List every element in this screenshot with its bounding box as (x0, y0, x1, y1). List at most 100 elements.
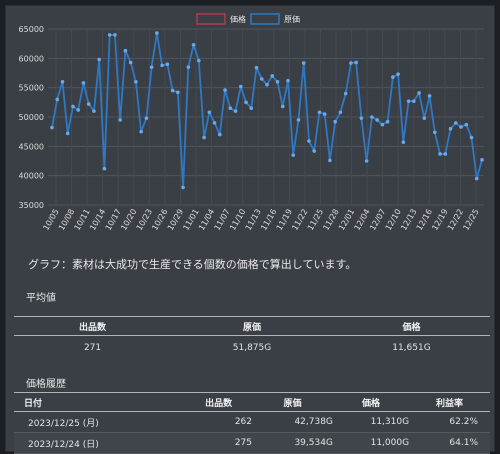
data-point (149, 65, 154, 69)
y-tick-label: 60000 (19, 54, 44, 63)
data-point (254, 65, 259, 70)
data-point (480, 158, 484, 162)
data-point (233, 109, 238, 113)
data-point (427, 94, 432, 98)
price-chart-svg: 3500040000450005000055000600006500010/05… (19, 13, 484, 232)
data-point (191, 43, 196, 47)
data-point (301, 61, 306, 65)
y-tick-label: 35000 (19, 201, 44, 210)
price-chart: 35000 40000 45000 50000 55000 60000 65000 10/05… (6, 6, 494, 242)
hist-margin: 64.1% (449, 438, 478, 448)
data-point (359, 116, 364, 120)
data-point (107, 33, 112, 37)
data-point (422, 116, 427, 120)
data-point (76, 108, 81, 112)
data-point (349, 61, 353, 65)
table-row: 2023/12/24 (日) 275 39,534G 11,000G 64.1% (14, 432, 490, 454)
data-point (296, 118, 301, 122)
y-tick-label: 40000 (19, 172, 44, 181)
data-point (249, 106, 254, 110)
data-point (286, 78, 290, 83)
avg-price: 11,651G (392, 343, 431, 353)
avg-header-cost: 原価 (242, 322, 261, 333)
legend-label-cost: 原価 (284, 14, 300, 24)
y-tick-label: 45000 (19, 142, 44, 151)
data-point (322, 112, 327, 116)
data-point (448, 126, 453, 131)
data-point (433, 130, 437, 135)
x-tick-label: 12/25 (461, 208, 480, 232)
hist-price: 11,000G (370, 438, 410, 448)
hist-header-margin: 利益率 (436, 398, 464, 409)
avg-row: 271 51,875G 11,651G (14, 336, 490, 361)
data-point (92, 109, 96, 113)
data-point (312, 149, 316, 153)
y-tick-label: 50000 (19, 113, 44, 122)
hist-header-count: 出品数 (205, 398, 233, 409)
data-point (86, 102, 91, 106)
legend-label-price: 価格 (230, 14, 246, 24)
data-point (291, 153, 296, 157)
data-point (275, 80, 280, 84)
hist-margin: 62.2% (449, 417, 478, 427)
y-tick-label: 55000 (19, 84, 44, 93)
data-point (223, 88, 227, 92)
data-point (202, 135, 206, 140)
data-point (354, 60, 358, 65)
data-point (118, 118, 122, 122)
data-point (307, 139, 311, 143)
data-point (71, 104, 75, 109)
data-point (380, 122, 385, 127)
data-point (170, 88, 175, 93)
hist-header-date: 日付 (24, 398, 43, 409)
data-point (60, 80, 65, 84)
data-point (385, 119, 390, 124)
hist-cost: 39,534G (294, 438, 333, 448)
data-point (165, 62, 170, 66)
data-point (139, 129, 143, 134)
data-point (228, 106, 233, 110)
data-point (280, 104, 285, 109)
data-point (134, 80, 138, 84)
data-point (370, 115, 374, 119)
table-row: 2023/12/25 (月) 262 42,738G 11,310G 62.2% (14, 412, 490, 433)
data-point (328, 158, 332, 163)
data-point (113, 33, 117, 37)
data-point (212, 121, 217, 125)
y-tick-label: 65000 (19, 25, 44, 34)
data-point (438, 152, 442, 156)
series-line-cost (51, 32, 483, 189)
data-point (218, 132, 222, 137)
data-point (375, 118, 379, 122)
data-point (65, 131, 70, 136)
data-point (401, 140, 406, 145)
data-point (186, 65, 191, 69)
data-point (333, 119, 337, 124)
hist-date: 2023/12/25 (月) (28, 418, 99, 429)
avg-cost: 51,875G (232, 343, 272, 353)
data-point (270, 74, 275, 78)
data-point (244, 100, 248, 105)
chart-note: グラフ：素材は大成功で生産できる個数の価格で算出しています。 (28, 258, 357, 271)
average-section-title: 平均値 (26, 293, 56, 304)
data-point (317, 110, 322, 115)
data-point (338, 110, 343, 115)
data-point (391, 75, 395, 79)
data-point (181, 185, 185, 190)
hist-header-price: 価格 (361, 398, 380, 409)
data-point (81, 81, 86, 85)
data-point (406, 99, 411, 103)
data-point (176, 90, 180, 95)
data-point (207, 110, 212, 115)
data-point (417, 91, 421, 95)
data-point (155, 31, 159, 35)
data-point (123, 48, 128, 53)
avg-count: 271 (83, 343, 102, 353)
hist-cost: 42,738G (294, 417, 333, 427)
avg-header-count: 出品数 (79, 322, 107, 333)
hist-count: 275 (234, 438, 252, 448)
data-point (412, 99, 416, 103)
market-panel: 35000 40000 45000 50000 55000 60000 65000 10/05… (5, 5, 495, 454)
data-point (259, 77, 264, 81)
data-point (459, 125, 463, 129)
